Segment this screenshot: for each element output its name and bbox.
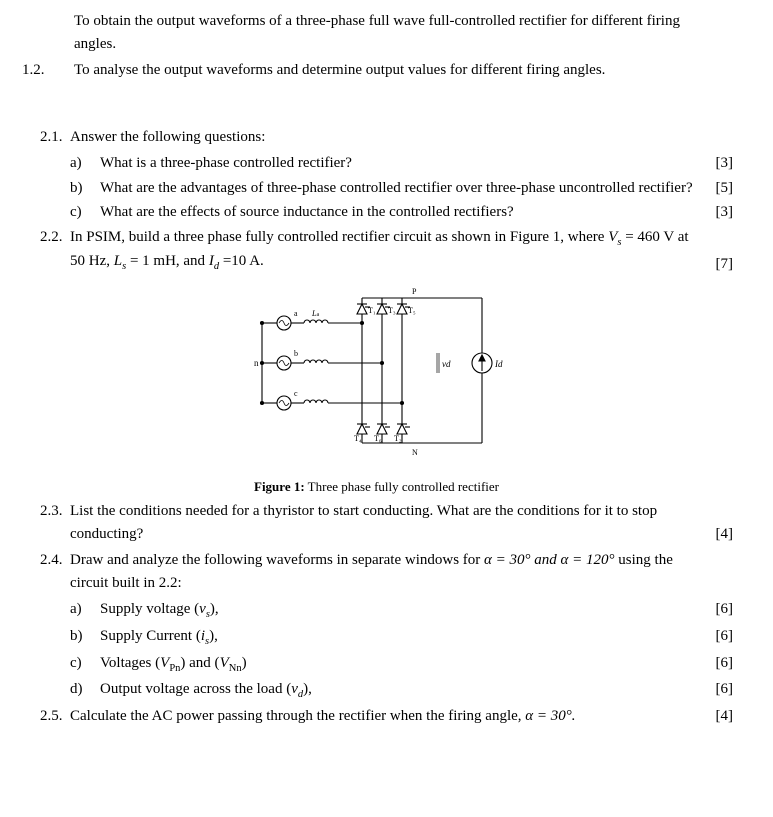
q21a-letter: a) xyxy=(20,152,100,175)
q24c-mark: [6] xyxy=(693,652,733,677)
q24b-text: Supply Current (is), xyxy=(100,625,693,650)
label-T2: T₂ xyxy=(394,434,402,443)
q24a-text: Supply voltage (vs), xyxy=(100,598,693,623)
q24d-row: d) Output voltage across the load (vd), … xyxy=(20,678,733,703)
q23-mark: [4] xyxy=(693,523,733,546)
objective-2-num: 1.2. xyxy=(20,59,70,82)
q21a-mark: [3] xyxy=(693,152,733,175)
q24a-mark: [6] xyxy=(693,598,733,623)
q25-row: 2.5. Calculate the AC power passing thro… xyxy=(20,705,733,728)
q24-text: Draw and analyze the following waveforms… xyxy=(70,549,693,594)
label-a: a xyxy=(294,309,298,318)
q24c-letter: c) xyxy=(20,652,100,677)
label-N: N xyxy=(412,448,418,457)
q22-num: 2.2. xyxy=(20,226,70,276)
q23-text: List the conditions needed for a thyrist… xyxy=(70,500,693,545)
label-T6: T₆ xyxy=(374,434,382,443)
q23-row: 2.3. List the conditions needed for a th… xyxy=(20,500,733,545)
q25-text-pre: Calculate the AC power passing through t… xyxy=(70,708,525,724)
svg-text:La: La xyxy=(311,309,319,318)
q24-num: 2.4. xyxy=(20,549,70,594)
q24-alpha: α = 30° and α = 120° xyxy=(484,552,615,568)
q22-ls-eq: = 1 mH, and xyxy=(126,253,209,269)
q24d-text: Output voltage across the load (vd), xyxy=(100,678,693,703)
q22-row: 2.2. In PSIM, build a three phase fully … xyxy=(20,226,733,276)
label-Id: Id xyxy=(494,359,503,369)
label-T4: T₄ xyxy=(354,434,362,443)
q22-vs-var: V xyxy=(608,229,617,245)
objective-2-row: 1.2. To analyse the output waveforms and… xyxy=(20,59,733,82)
label-T1: T₁ xyxy=(368,306,376,315)
q24a-row: a) Supply voltage (vs), [6] xyxy=(20,598,733,623)
q21-row: 2.1. Answer the following questions: xyxy=(20,126,733,149)
q22-text-pre: In PSIM, build a three phase fully contr… xyxy=(70,229,608,245)
q24b-letter: b) xyxy=(20,625,100,650)
q21a-text: What is a three-phase controlled rectifi… xyxy=(100,152,693,175)
q23-num: 2.3. xyxy=(20,500,70,545)
q22-id-eq: =10 A. xyxy=(219,253,264,269)
q21a-row: a) What is a three-phase controlled rect… xyxy=(20,152,733,175)
label-c: c xyxy=(294,389,298,398)
q25-alpha: α = 30°. xyxy=(525,708,575,724)
objective-2-text: To analyse the output waveforms and dete… xyxy=(70,59,693,82)
circuit-diagram: n a La b c P N xyxy=(242,283,512,463)
q21-lead: Answer the following questions: xyxy=(70,126,693,149)
objective-1-text: To obtain the output waveforms of a thre… xyxy=(70,10,693,55)
q21-num: 2.1. xyxy=(20,126,70,149)
figure-caption: Figure 1: Three phase fully controlled r… xyxy=(20,477,733,497)
q24d-letter: d) xyxy=(20,678,100,703)
q24c-text: Voltages (VPn) and (VNn) xyxy=(100,652,693,677)
q21b-mark: [5] xyxy=(693,177,733,200)
q22-mark: [7] xyxy=(693,253,733,276)
label-P: P xyxy=(412,287,417,296)
label-b: b xyxy=(294,349,298,358)
q21b-row: b) What are the advantages of three-phas… xyxy=(20,177,733,200)
label-vd: vd xyxy=(442,359,451,369)
objective-1-row: To obtain the output waveforms of a thre… xyxy=(20,10,733,55)
q24-row: 2.4. Draw and analyze the following wave… xyxy=(20,549,733,594)
q21c-mark: [3] xyxy=(693,201,733,224)
label-La-sub: a xyxy=(316,312,319,318)
objective-1-num xyxy=(20,10,70,55)
label-T3: T₃ xyxy=(388,306,396,315)
q25-text: Calculate the AC power passing through t… xyxy=(70,705,693,728)
q22-ls-var: L xyxy=(114,253,122,269)
q24d-mark: [6] xyxy=(693,678,733,703)
q25-mark: [4] xyxy=(693,705,733,728)
q24b-mark: [6] xyxy=(693,625,733,650)
q24c-row: c) Voltages (VPn) and (VNn) [6] xyxy=(20,652,733,677)
q21c-letter: c) xyxy=(20,201,100,224)
q21b-text: What are the advantages of three-phase c… xyxy=(100,177,693,200)
q21c-row: c) What are the effects of source induct… xyxy=(20,201,733,224)
q24-text-pre: Draw and analyze the following waveforms… xyxy=(70,552,484,568)
label-n: n xyxy=(254,358,259,368)
q24b-row: b) Supply Current (is), [6] xyxy=(20,625,733,650)
q21c-text: What are the effects of source inductanc… xyxy=(100,201,693,224)
q22-text: In PSIM, build a three phase fully contr… xyxy=(70,226,693,276)
label-T5: T₅ xyxy=(408,306,416,315)
q21b-letter: b) xyxy=(20,177,100,200)
figure-caption-text: Three phase fully controlled rectifier xyxy=(305,479,499,494)
figure-caption-label: Figure 1: xyxy=(254,479,305,494)
q24a-letter: a) xyxy=(20,598,100,623)
q25-num: 2.5. xyxy=(20,705,70,728)
figure-wrap: n a La b c P N xyxy=(20,283,733,471)
